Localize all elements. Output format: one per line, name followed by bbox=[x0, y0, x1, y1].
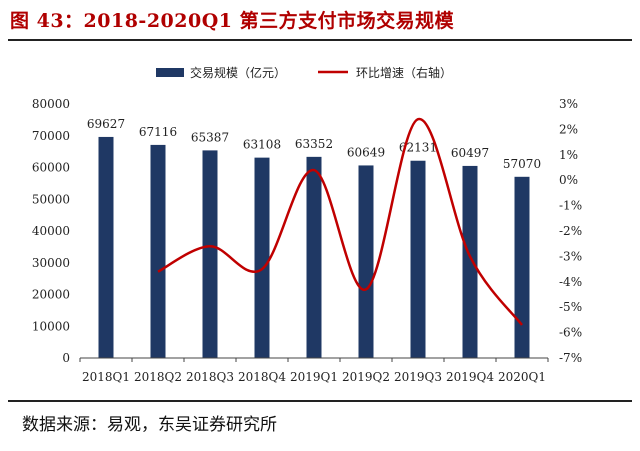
bar bbox=[202, 150, 218, 358]
left-axis: 0 10000 20000 30000 40000 50000 60000 70000 8000… bbox=[32, 97, 70, 365]
x-tick-label: 2020Q1 bbox=[498, 370, 546, 384]
left-tick-label: 10000 bbox=[32, 319, 70, 333]
growth-line-path bbox=[157, 117, 523, 326]
legend-bar-swatch bbox=[156, 68, 184, 77]
right-axis: -7% -6% -5% -4% -3% -2% -1% 0% 1% 2% 3% bbox=[559, 97, 582, 365]
chart-title: 图 43：2018-2020Q1 第三方支付市场交易规模 bbox=[10, 10, 455, 32]
right-tick-label: 1% bbox=[559, 148, 578, 162]
right-tick-label: -1% bbox=[559, 199, 582, 213]
bar bbox=[150, 144, 166, 358]
bar-value-label: 69627 bbox=[87, 117, 125, 131]
growth-line bbox=[157, 117, 523, 326]
bar bbox=[306, 156, 322, 358]
bars bbox=[98, 136, 530, 358]
chart: 交易规模（亿元） 环比增速（右轴） 0 10000 20000 30000 40000 50… bbox=[32, 65, 582, 384]
bar-value-label: 63352 bbox=[295, 137, 333, 151]
x-tick-label: 2018Q3 bbox=[186, 370, 234, 384]
bar-value-labels: 69627 67116 65387 63108 63352 60649 62131 60497… bbox=[87, 117, 541, 171]
bar bbox=[410, 160, 426, 358]
bar-value-label: 67116 bbox=[139, 125, 177, 139]
title-divider bbox=[8, 39, 632, 41]
left-tick-label: 80000 bbox=[32, 97, 70, 111]
legend: 交易规模（亿元） 环比增速（右轴） bbox=[156, 65, 452, 80]
source-divider bbox=[8, 400, 632, 402]
title-bar: 图 43：2018-2020Q1 第三方支付市场交易规模 bbox=[0, 0, 640, 38]
left-tick-label: 20000 bbox=[32, 288, 70, 302]
bar bbox=[514, 176, 530, 358]
bar-value-label: 57070 bbox=[503, 157, 541, 171]
source-note: 数据来源：易观，东吴证券研究所 bbox=[22, 415, 277, 435]
bar-value-label: 62131 bbox=[399, 141, 437, 155]
right-tick-label: 3% bbox=[559, 97, 578, 111]
right-tick-label: 2% bbox=[559, 122, 578, 136]
bar-value-label: 65387 bbox=[191, 130, 229, 144]
bar bbox=[98, 136, 114, 358]
left-tick-label: 40000 bbox=[32, 224, 70, 238]
left-tick-label: 50000 bbox=[32, 192, 70, 206]
x-tick-label: 2019Q3 bbox=[394, 370, 442, 384]
bar-value-label: 60497 bbox=[451, 146, 489, 160]
right-tick-label: -7% bbox=[559, 351, 582, 365]
right-tick-label: -2% bbox=[559, 224, 582, 238]
legend-line-label: 环比增速（右轴） bbox=[356, 65, 452, 80]
right-tick-label: -5% bbox=[559, 300, 582, 314]
x-tick-label: 2019Q1 bbox=[290, 370, 338, 384]
bar-value-label: 60649 bbox=[347, 145, 385, 159]
right-tick-label: -6% bbox=[559, 326, 582, 340]
x-tick-label: 2019Q2 bbox=[342, 370, 390, 384]
right-tick-label: 0% bbox=[559, 173, 578, 187]
legend-bar-label: 交易规模（亿元） bbox=[190, 65, 286, 80]
bar-value-label: 63108 bbox=[243, 138, 281, 152]
left-tick-label: 70000 bbox=[32, 129, 70, 143]
x-tick-label: 2018Q2 bbox=[134, 370, 182, 384]
left-tick-label: 0 bbox=[62, 351, 70, 365]
bar bbox=[358, 165, 374, 358]
x-tick-label: 2018Q4 bbox=[238, 370, 286, 384]
x-axis: 2018Q1 2018Q2 2018Q3 2018Q4 2019Q1 2019Q2 2019… bbox=[79, 357, 549, 384]
left-tick-label: 30000 bbox=[32, 256, 70, 270]
right-tick-label: -4% bbox=[559, 275, 582, 289]
right-tick-label: -3% bbox=[559, 249, 582, 263]
x-tick-label: 2019Q4 bbox=[446, 370, 494, 384]
left-tick-label: 60000 bbox=[32, 161, 70, 175]
x-tick-label: 2018Q1 bbox=[82, 370, 130, 384]
bar bbox=[254, 157, 270, 358]
bar bbox=[462, 165, 478, 358]
